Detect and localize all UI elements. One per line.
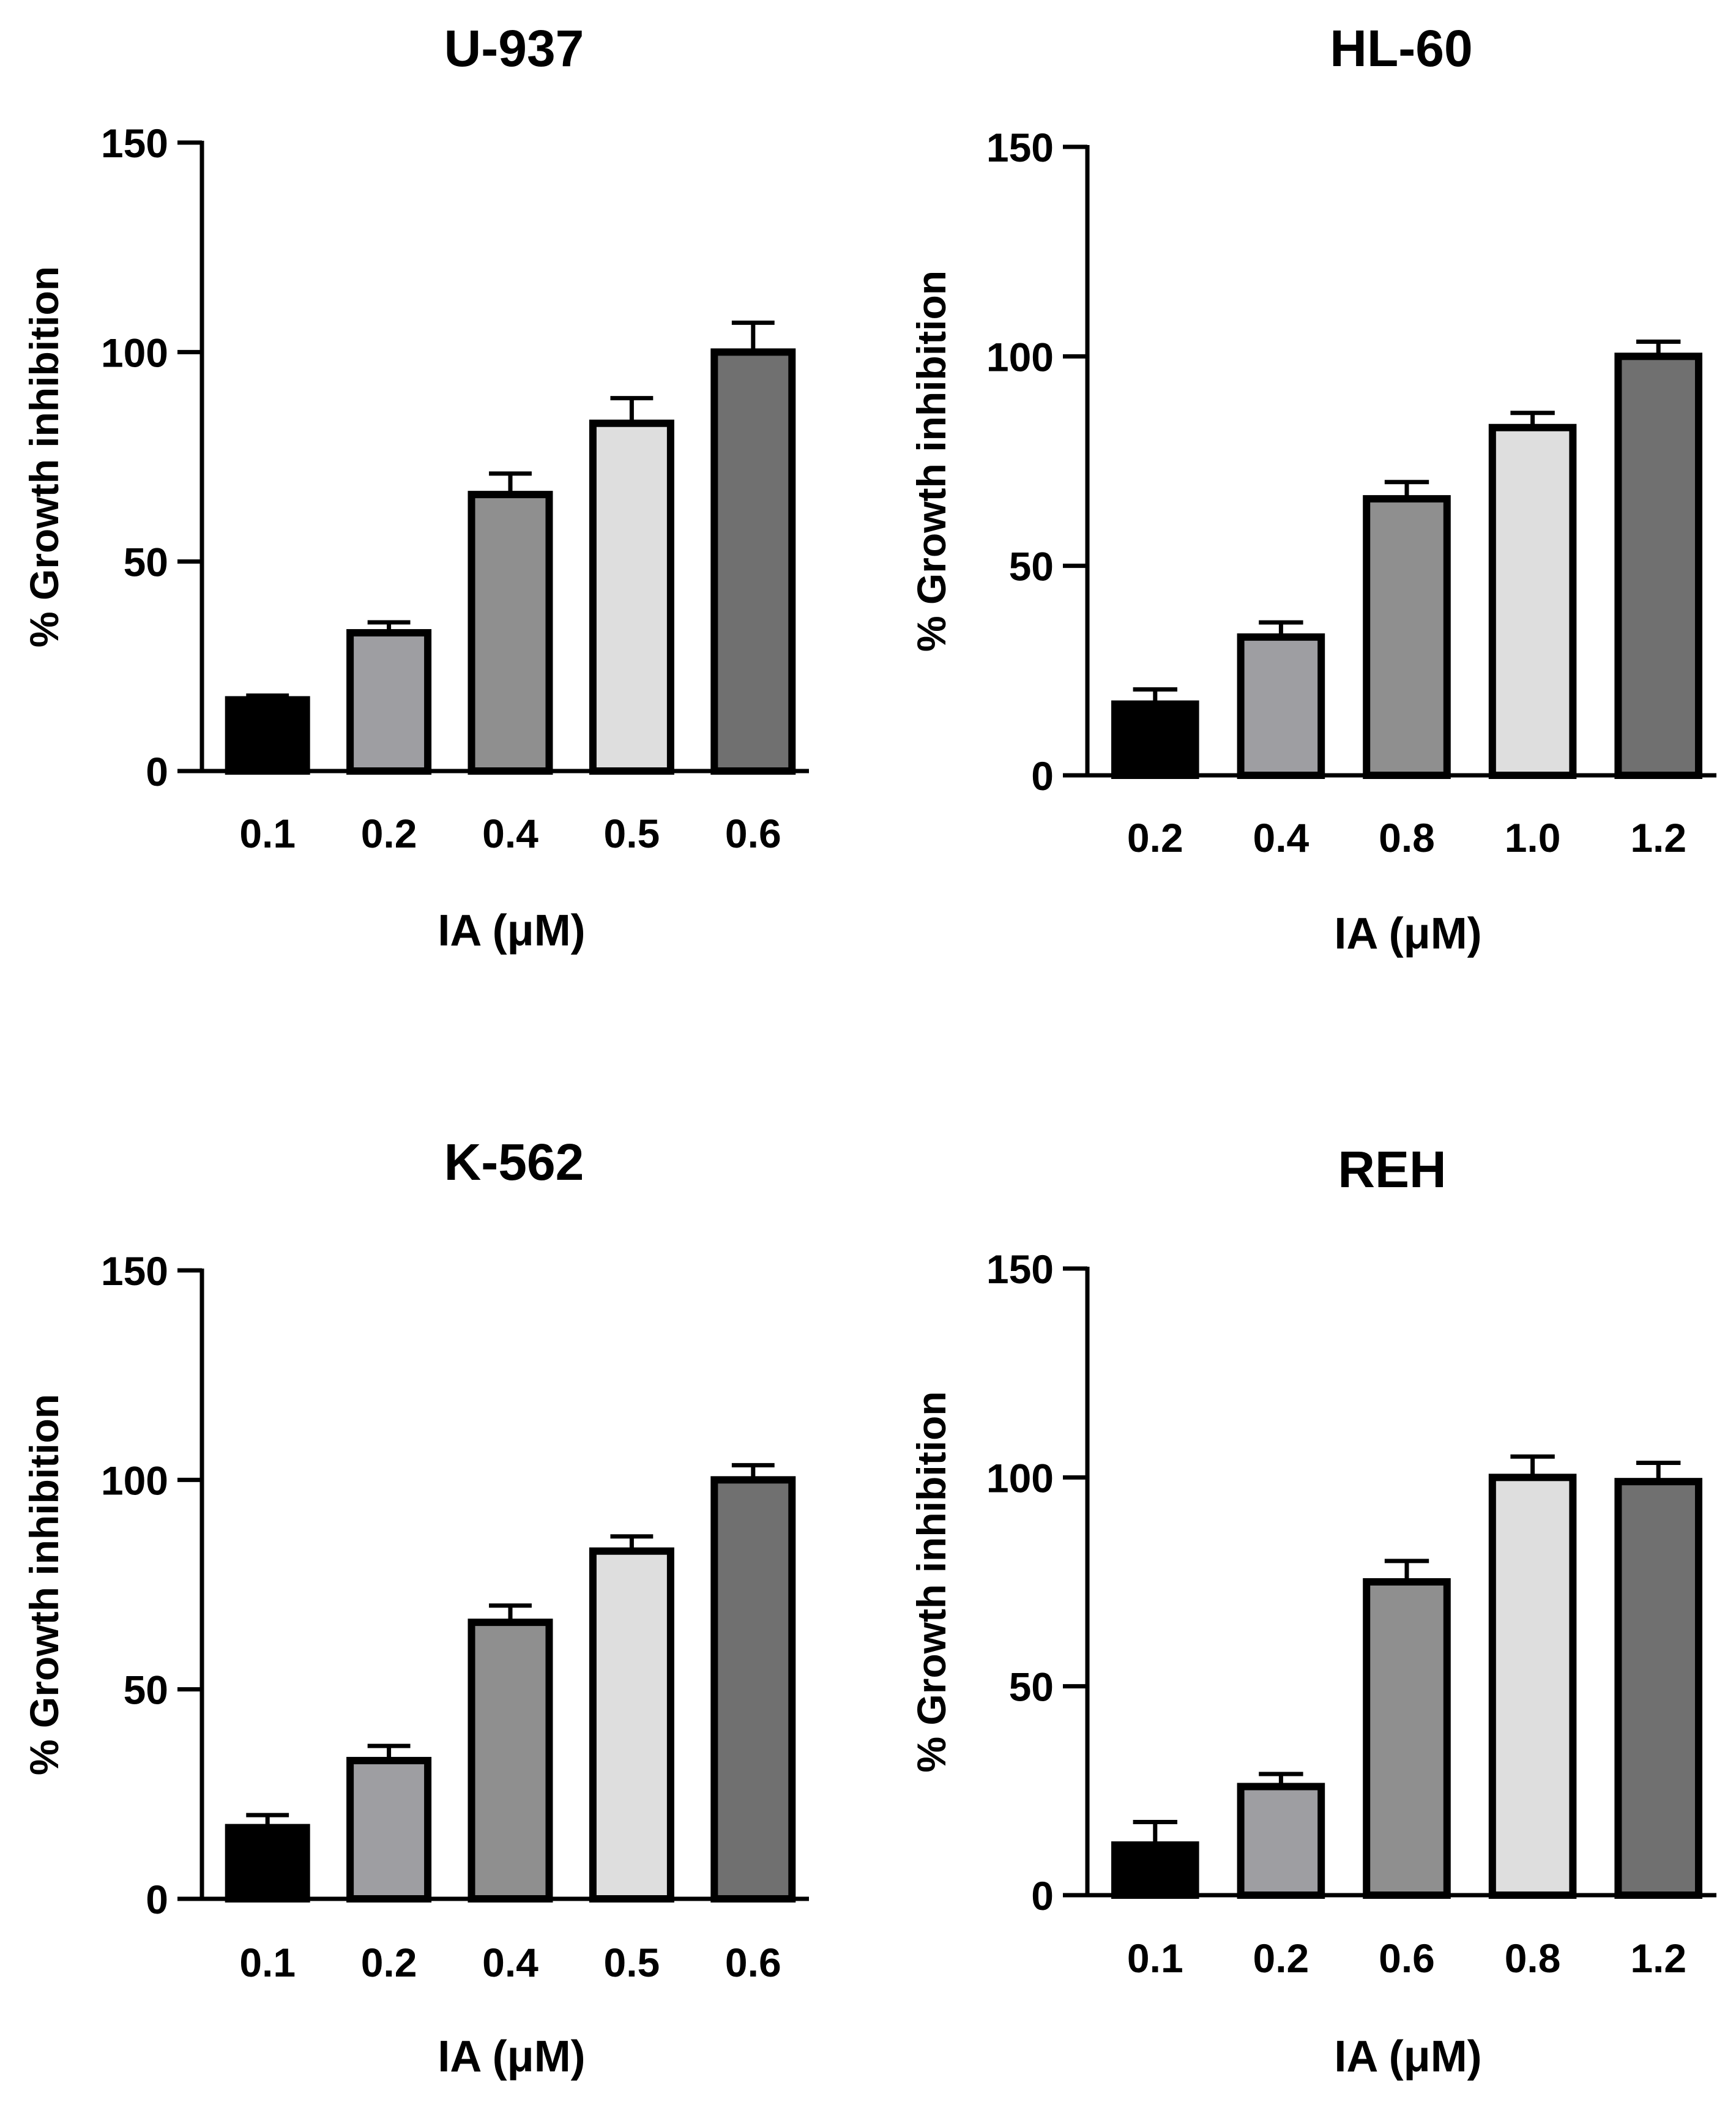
y-tick-label: 0 <box>146 749 168 794</box>
y-tick-label: 0 <box>1031 753 1054 799</box>
x-tick-label: 1.0 <box>1505 815 1561 860</box>
x-tick-label: 0.8 <box>1505 1936 1561 1981</box>
x-tick-label: 0.1 <box>239 811 296 856</box>
bar <box>710 348 796 775</box>
x-tick-label: 0.6 <box>1379 1936 1435 1981</box>
y-tick-label: 50 <box>124 1668 168 1713</box>
x-tick-label: 0.6 <box>725 1940 781 1985</box>
chart-panel: U-937 0.1 0.2 0.4 0.5 0.6 0 50 100 150 IA (μM) % Gr… <box>21 20 809 955</box>
bar <box>1363 1578 1451 1899</box>
y-tick-label: 150 <box>986 1247 1054 1292</box>
bar <box>468 1619 553 1903</box>
x-tick-label: 0.1 <box>1127 1936 1183 1981</box>
bar <box>1111 1841 1199 1899</box>
chart-title: REH <box>1338 1141 1446 1198</box>
y-axis-label: % Growth inhibition <box>909 270 954 652</box>
x-tick-label: 0.4 <box>482 811 538 856</box>
y-axis-label: % Growth inhibition <box>21 266 67 647</box>
x-axis-label: IA (μM) <box>438 2032 585 2081</box>
x-tick-label: 0.2 <box>361 1940 417 1985</box>
y-tick-label: 50 <box>1009 544 1054 589</box>
bar <box>346 1757 432 1903</box>
bar <box>225 1824 310 1903</box>
y-tick-label: 50 <box>124 540 168 585</box>
chart-panel: K-562 0.1 0.2 0.4 0.5 0.6 0 50 100 150 IA (μM) % Gr… <box>21 1133 809 2081</box>
bar <box>1614 352 1702 779</box>
x-tick-label: 0.4 <box>482 1940 538 1985</box>
x-tick-label: 0.8 <box>1379 815 1435 860</box>
x-tick-label: 0.2 <box>361 811 417 856</box>
bar <box>589 419 674 775</box>
y-axis-label: % Growth inhibition <box>21 1394 67 1775</box>
bar <box>468 491 553 775</box>
bar <box>1363 495 1451 779</box>
x-tick-label: 1.2 <box>1630 815 1686 860</box>
chart-title: K-562 <box>444 1133 584 1191</box>
y-tick-label: 150 <box>101 121 168 166</box>
x-tick-label: 0.2 <box>1127 815 1183 860</box>
y-tick-label: 100 <box>101 330 168 375</box>
y-tick-label: 100 <box>986 1455 1054 1500</box>
x-axis-label: IA (μM) <box>1334 2032 1481 2081</box>
y-tick-label: 50 <box>1009 1664 1054 1710</box>
x-tick-label: 0.1 <box>239 1940 296 1985</box>
bar <box>1237 1783 1325 1899</box>
bar <box>710 1476 796 1903</box>
y-tick-label: 150 <box>101 1248 168 1294</box>
x-tick-label: 1.2 <box>1630 1936 1686 1981</box>
x-tick-label: 0.4 <box>1253 815 1309 860</box>
y-tick-label: 100 <box>101 1458 168 1503</box>
x-tick-label: 0.6 <box>725 811 781 856</box>
bar <box>225 696 310 775</box>
x-tick-label: 0.5 <box>604 811 660 856</box>
bar <box>1488 1474 1577 1899</box>
x-axis-label: IA (μM) <box>1334 909 1481 958</box>
y-axis-label: % Growth inhibition <box>909 1391 954 1772</box>
bar <box>1488 423 1577 779</box>
chart-panel: HL-60 0.2 0.4 0.8 1.0 1.2 0 50 100 150 IA (μM) % Gr… <box>909 20 1716 958</box>
bar <box>1111 700 1199 780</box>
chart-panel: REH 0.1 0.2 0.6 0.8 1.2 0 50 100 150 IA (μM) % Grow… <box>909 1141 1716 2081</box>
x-tick-label: 0.2 <box>1253 1936 1309 1981</box>
bar <box>346 629 432 775</box>
y-tick-label: 0 <box>146 1877 168 1922</box>
y-tick-label: 0 <box>1031 1873 1054 1918</box>
x-axis-label: IA (μM) <box>438 906 585 955</box>
y-tick-label: 100 <box>986 334 1054 379</box>
chart-title: U-937 <box>444 20 584 77</box>
chart-title: HL-60 <box>1330 20 1472 77</box>
bar <box>1614 1478 1702 1899</box>
y-tick-label: 150 <box>986 125 1054 170</box>
bar <box>589 1547 674 1903</box>
bar <box>1237 633 1325 780</box>
x-tick-label: 0.5 <box>604 1940 660 1985</box>
